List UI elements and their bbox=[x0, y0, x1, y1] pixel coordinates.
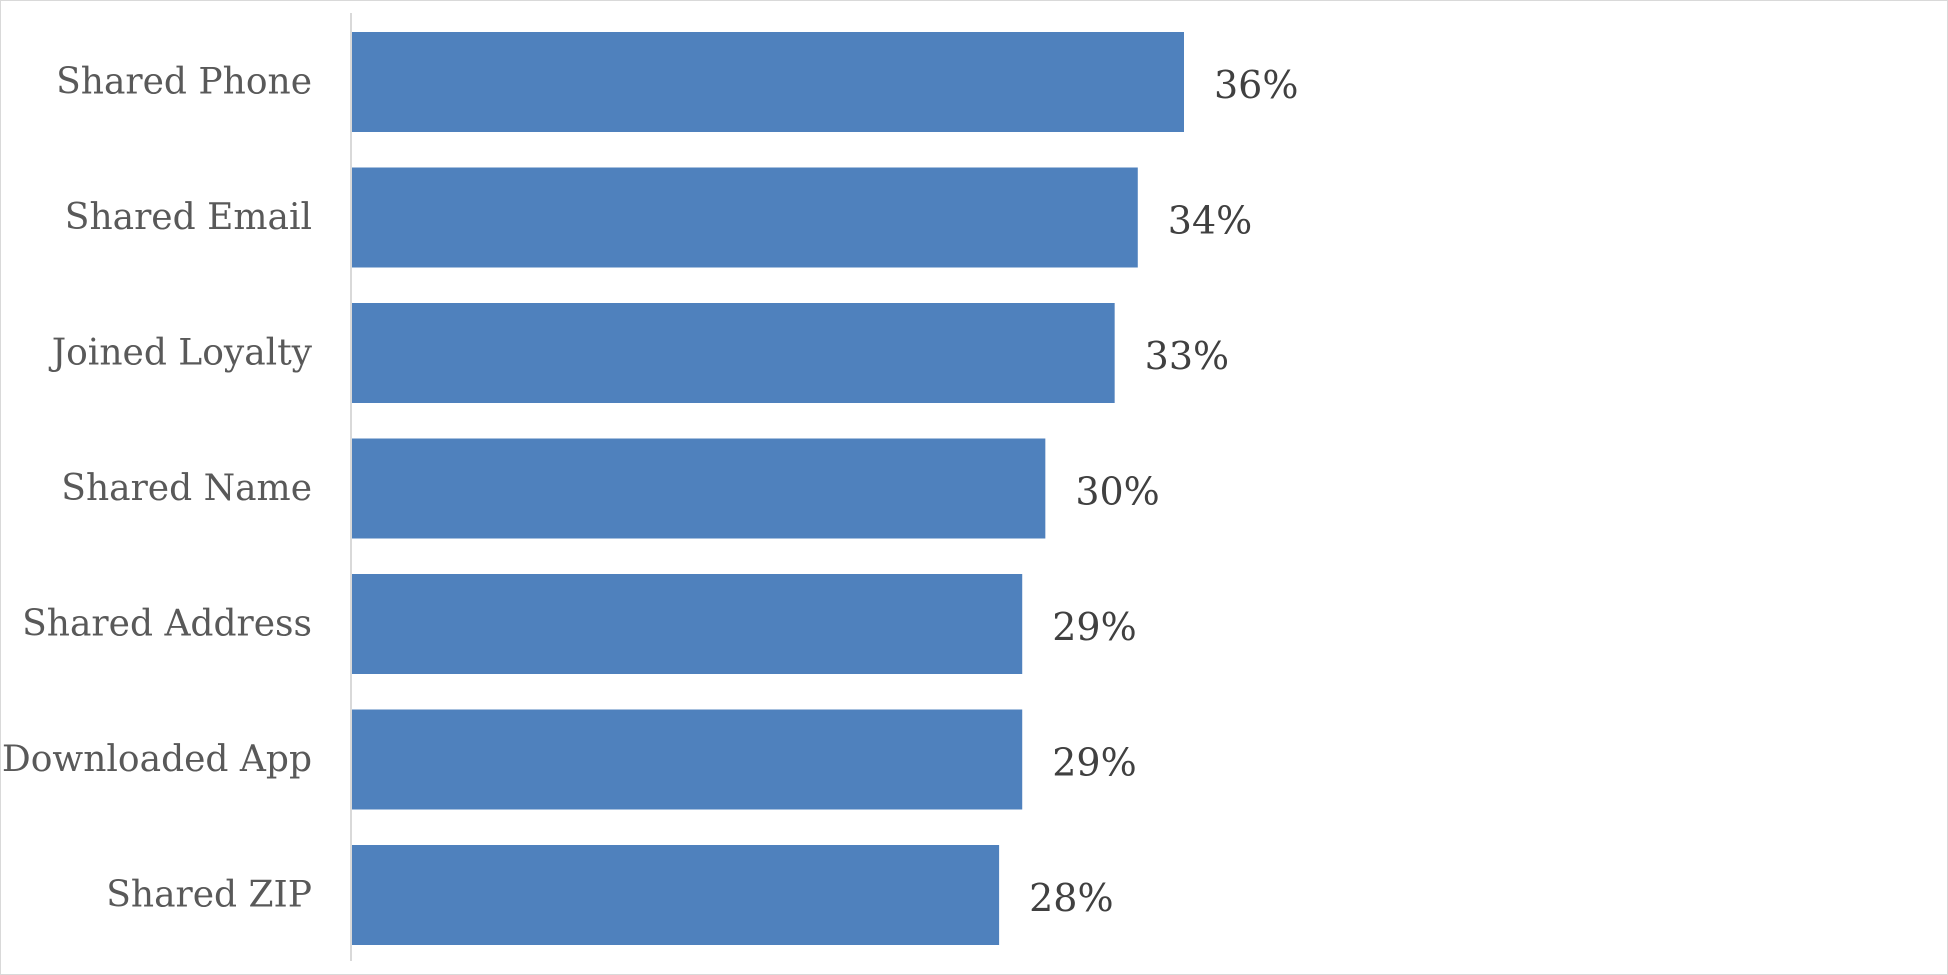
category-label-joined-loyalty: Joined Loyalty bbox=[48, 333, 313, 374]
bars-group bbox=[352, 32, 1184, 945]
value-label-shared-phone: 36% bbox=[1214, 63, 1298, 107]
category-labels-group: Shared Phone Shared Email Joined Loyalty Sh… bbox=[2, 62, 313, 916]
value-labels-group: 36% 34% 33% 30% 29% 29% 28% bbox=[1029, 63, 1298, 920]
bar-shared-zip bbox=[352, 845, 1000, 945]
value-label-joined-loyalty: 33% bbox=[1145, 334, 1229, 378]
value-label-shared-email: 34% bbox=[1168, 199, 1252, 243]
value-label-downloaded-app: 29% bbox=[1052, 741, 1136, 785]
category-label-shared-name: Shared Name bbox=[61, 468, 312, 509]
bar-shared-email bbox=[352, 167, 1138, 268]
category-label-shared-email: Shared Email bbox=[65, 197, 312, 238]
value-label-shared-address: 29% bbox=[1052, 605, 1136, 649]
category-label-shared-address: Shared Address bbox=[22, 604, 312, 645]
value-label-shared-name: 30% bbox=[1075, 470, 1159, 514]
bar-joined-loyalty bbox=[352, 303, 1115, 403]
bar-shared-phone bbox=[352, 32, 1184, 132]
category-label-shared-zip: Shared ZIP bbox=[106, 875, 312, 916]
bar-shared-name bbox=[352, 438, 1046, 539]
category-label-shared-phone: Shared Phone bbox=[56, 62, 312, 103]
category-label-downloaded-app: Downloaded App bbox=[2, 739, 312, 780]
value-label-shared-zip: 28% bbox=[1029, 876, 1113, 920]
bar-shared-address bbox=[352, 574, 1023, 674]
bar-downloaded-app bbox=[352, 709, 1023, 810]
